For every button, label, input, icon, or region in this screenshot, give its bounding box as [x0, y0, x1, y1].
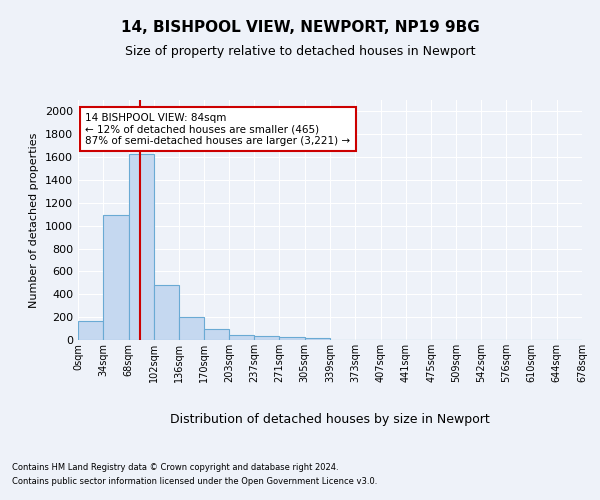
Bar	[305, 338, 330, 340]
Bar	[254, 336, 280, 340]
Bar	[154, 285, 179, 340]
Bar	[78, 321, 103, 340]
Text: 14, BISHPOOL VIEW, NEWPORT, NP19 9BG: 14, BISHPOOL VIEW, NEWPORT, NP19 9BG	[121, 20, 479, 35]
Text: Distribution of detached houses by size in Newport: Distribution of detached houses by size …	[170, 412, 490, 426]
Bar	[229, 335, 254, 340]
Bar	[128, 154, 154, 340]
Text: 14 BISHPOOL VIEW: 84sqm
← 12% of detached houses are smaller (465)
87% of semi-d: 14 BISHPOOL VIEW: 84sqm ← 12% of detache…	[85, 112, 350, 146]
Bar	[205, 328, 229, 340]
Y-axis label: Number of detached properties: Number of detached properties	[29, 132, 40, 308]
Text: Size of property relative to detached houses in Newport: Size of property relative to detached ho…	[125, 45, 475, 58]
Bar	[280, 338, 305, 340]
Bar	[179, 317, 205, 340]
Text: Contains public sector information licensed under the Open Government Licence v3: Contains public sector information licen…	[12, 478, 377, 486]
Bar	[103, 216, 128, 340]
Text: Contains HM Land Registry data © Crown copyright and database right 2024.: Contains HM Land Registry data © Crown c…	[12, 462, 338, 471]
